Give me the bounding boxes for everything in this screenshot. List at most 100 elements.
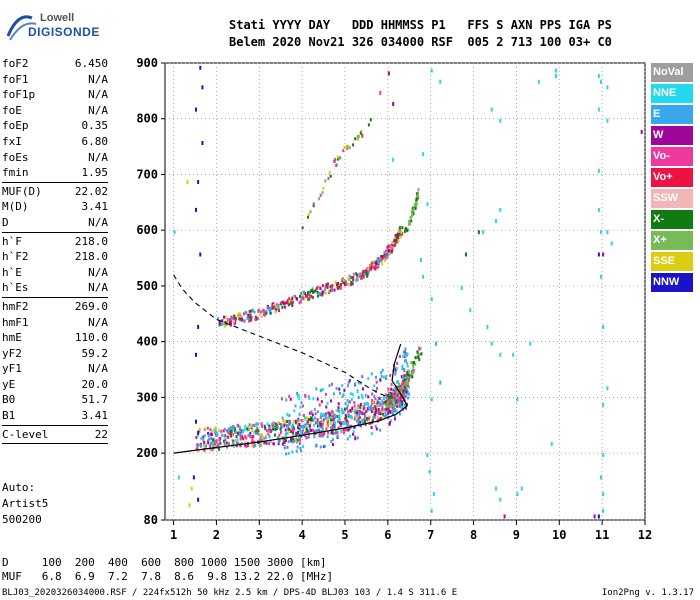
spread-f-echo bbox=[330, 440, 333, 444]
second-hop-echo bbox=[377, 261, 380, 265]
second-hop-echo bbox=[223, 323, 226, 327]
spread-f-echo bbox=[324, 414, 327, 418]
spread-f-echo bbox=[405, 392, 408, 396]
o-trace-echo bbox=[342, 428, 345, 432]
spread-f-echo bbox=[370, 432, 373, 436]
o-trace-echo bbox=[404, 395, 407, 399]
upper-echo bbox=[361, 134, 364, 138]
upper-echo bbox=[356, 136, 359, 140]
second-hop-echo bbox=[350, 276, 353, 280]
second-hop-echo bbox=[374, 267, 377, 271]
x-trace-echo bbox=[417, 355, 420, 359]
spread-f-echo bbox=[403, 403, 406, 407]
o-trace-echo bbox=[343, 407, 346, 411]
o-trace-echo bbox=[376, 401, 379, 405]
x-second-hop-echo bbox=[410, 214, 413, 218]
o-trace-echo bbox=[282, 424, 285, 428]
o-trace-echo bbox=[383, 414, 386, 418]
o-trace-echo bbox=[247, 433, 250, 437]
o-trace-echo bbox=[282, 419, 285, 423]
x-tick-label: 1 bbox=[170, 528, 177, 542]
o-trace-echo bbox=[279, 430, 282, 434]
second-hop-echo bbox=[366, 272, 369, 276]
o-trace-echo bbox=[268, 435, 271, 439]
o-trace-echo bbox=[376, 399, 379, 403]
spread-f-echo bbox=[380, 374, 383, 378]
o-trace-echo bbox=[399, 385, 402, 389]
second-hop-echo bbox=[383, 254, 386, 258]
param-value: 218.0 bbox=[74, 234, 108, 248]
scattered-echo bbox=[430, 397, 433, 402]
spread-f-echo bbox=[319, 433, 322, 437]
x-trace-echo bbox=[388, 399, 391, 403]
spread-f-echo bbox=[373, 395, 376, 399]
param-label: fxI bbox=[2, 134, 22, 148]
x-second-hop-echo bbox=[410, 219, 413, 223]
y-tick-label: 800 bbox=[136, 112, 158, 126]
param-value: N/A bbox=[88, 215, 108, 229]
second-hop-echo bbox=[269, 308, 272, 312]
scattered-echo bbox=[430, 297, 433, 302]
o-trace-echo bbox=[321, 426, 324, 430]
o-trace-echo bbox=[243, 428, 246, 432]
second-hop-echo bbox=[360, 274, 363, 278]
upper-echo bbox=[329, 174, 332, 178]
o-trace-echo bbox=[263, 436, 266, 440]
o-trace-echo bbox=[314, 421, 317, 425]
x-trace-echo bbox=[407, 380, 410, 384]
spread-f-echo bbox=[361, 396, 364, 400]
second-hop-echo bbox=[330, 287, 333, 291]
o-trace-echo bbox=[382, 409, 385, 413]
o-trace-echo bbox=[302, 428, 305, 432]
o-trace-echo bbox=[279, 422, 282, 426]
o-trace-echo bbox=[257, 432, 260, 436]
spread-f-echo bbox=[353, 401, 356, 405]
upper-echo bbox=[322, 186, 325, 190]
second-hop-echo bbox=[280, 300, 283, 304]
legend-item-nne: NNE bbox=[651, 84, 693, 103]
y-tick-label: 700 bbox=[136, 167, 158, 181]
x-trace-echo bbox=[403, 385, 406, 389]
o-trace-echo bbox=[349, 409, 352, 413]
scattered-echo bbox=[387, 71, 390, 76]
param-row: B0 51.7 bbox=[2, 392, 108, 408]
o-trace-echo bbox=[242, 437, 245, 441]
o-trace-echo bbox=[356, 409, 359, 413]
second-hop-echo bbox=[396, 234, 399, 238]
y-tick-label: 600 bbox=[136, 223, 158, 237]
spread-f-echo bbox=[373, 415, 376, 419]
param-label: foEs bbox=[2, 150, 29, 164]
legend-item-noval: NoVal bbox=[651, 63, 693, 82]
scattered-echo bbox=[465, 252, 467, 257]
second-hop-echo bbox=[228, 320, 231, 324]
second-hop-echo bbox=[289, 299, 292, 303]
param-row: M(D) 3.41 bbox=[2, 199, 108, 215]
y-tick-label: 200 bbox=[136, 446, 158, 460]
spread-f-echo bbox=[374, 412, 377, 416]
second-hop-echo bbox=[304, 292, 307, 296]
o-trace-echo bbox=[251, 444, 254, 448]
o-trace-echo bbox=[258, 438, 261, 442]
o-trace-echo bbox=[337, 414, 340, 418]
second-hop-echo bbox=[288, 299, 291, 303]
x-second-hop-echo bbox=[409, 215, 412, 219]
o-trace-echo bbox=[236, 423, 239, 427]
o-trace-echo bbox=[316, 419, 319, 423]
o-trace-echo bbox=[381, 408, 384, 412]
spread-f-echo bbox=[346, 384, 349, 388]
upper-echo bbox=[356, 137, 359, 141]
o-trace-echo bbox=[295, 431, 298, 435]
second-hop-echo bbox=[326, 285, 329, 289]
o-trace-echo bbox=[374, 397, 377, 401]
x-trace-echo bbox=[390, 399, 393, 403]
param-row: foF2 6.450 bbox=[2, 56, 108, 72]
spread-f-echo bbox=[373, 384, 376, 388]
o-trace-echo bbox=[344, 413, 347, 417]
o-trace-echo bbox=[375, 402, 378, 406]
o-trace-echo bbox=[318, 421, 321, 425]
second-hop-echo bbox=[272, 305, 275, 309]
second-hop-echo bbox=[395, 236, 398, 240]
second-hop-echo bbox=[233, 320, 236, 324]
second-hop-echo bbox=[361, 273, 364, 277]
second-hop-echo bbox=[302, 297, 305, 301]
